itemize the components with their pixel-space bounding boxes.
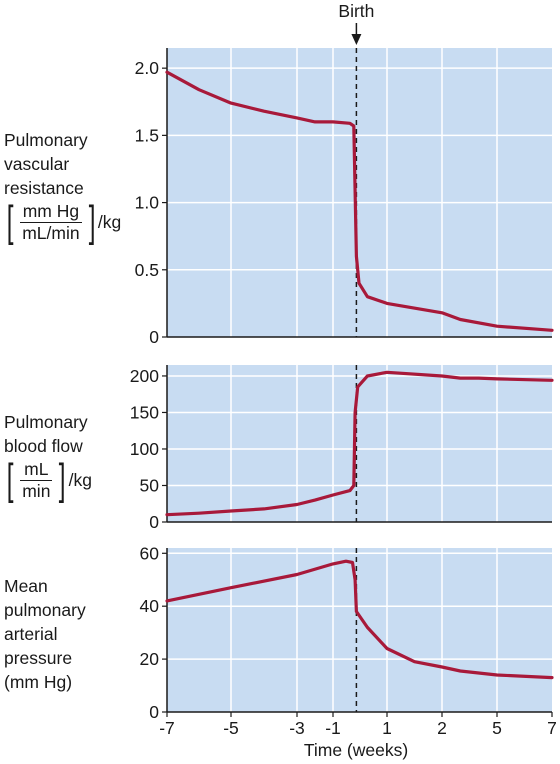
y-tick-label: 60 <box>140 543 160 563</box>
panel2-ylabel: Pulmonary blood flow [ mL min ] /kg <box>4 410 92 502</box>
left-bracket-icon: [ <box>6 197 14 246</box>
y-tick-label: 0 <box>149 512 159 532</box>
panel3-ylabel-line2: pulmonary <box>4 600 86 620</box>
y-tick-label: 100 <box>130 439 159 459</box>
panel1-unit-denominator: mL/min <box>22 222 80 243</box>
right-bracket-icon: ] <box>88 197 96 246</box>
panel2-ylabel-line2: blood flow <box>4 436 83 456</box>
panel1-unit-numerator: mm Hg <box>20 201 82 223</box>
panel1-ylabel-unit: [ mm Hg mL/min ] /kg <box>4 200 121 244</box>
panel1-ylabel: Pulmonary vascular resistance [ mm Hg mL… <box>4 128 121 244</box>
birth-marker: Birth <box>338 1 374 45</box>
y-tick-label: 50 <box>140 475 160 495</box>
panel3-ylabel: Mean pulmonary arterial pressure (mm Hg) <box>4 574 86 694</box>
panel1-ylabel-line1: Pulmonary <box>4 130 88 150</box>
x-tick-label: 1 <box>382 718 392 738</box>
panel-3: 0 20 40 60 <box>140 543 554 722</box>
y-tick-label: 0 <box>149 702 159 722</box>
y-tick-label: 0.5 <box>135 260 159 280</box>
panel3-ylabel-line4: pressure <box>4 648 73 668</box>
x-tick-label: -1 <box>325 718 341 738</box>
y-tick-label: 0 <box>149 327 159 347</box>
panel3-ylabel-line5: (mm Hg) <box>4 672 73 692</box>
y-tick-label: 20 <box>140 649 160 669</box>
y-tick-label: 40 <box>140 596 160 616</box>
panel2-unit-suffix: /kg <box>68 470 93 490</box>
panel2-unit-denominator: min <box>22 480 51 501</box>
panel-2-background <box>167 365 552 522</box>
birth-arrow-head <box>351 34 362 45</box>
series-line <box>165 559 554 680</box>
x-tick-label: -7 <box>159 718 175 738</box>
right-bracket-icon: ] <box>59 455 66 504</box>
panel-1: 0 0.5 1.0 1.5 2.0 <box>135 48 554 347</box>
panel1-ylabel-line2: vascular <box>4 154 70 174</box>
panel3-ylabel-line3: arterial <box>4 624 58 644</box>
left-bracket-icon: [ <box>6 455 14 504</box>
panel2-ylabel-line1: Pulmonary <box>4 412 88 432</box>
y-tick-label: 150 <box>130 402 159 422</box>
birth-label: Birth <box>338 1 374 21</box>
x-tick-label: -5 <box>223 718 239 738</box>
panel2-unit-fraction: mL min <box>20 459 53 502</box>
panel3-ylabel-line1: Mean <box>4 576 48 596</box>
panel-3-background <box>167 548 552 712</box>
x-tick-label: 5 <box>492 718 502 738</box>
x-axis-ticks: -7 -5 -3 -1 1 2 5 7 <box>159 712 557 738</box>
y-tick-label: 2.0 <box>135 58 160 78</box>
x-tick-label: 7 <box>547 718 557 738</box>
panel2-ylabel-unit: [ mL min ] /kg <box>4 458 92 502</box>
panel1-unit-suffix: /kg <box>97 212 122 232</box>
y-tick-label: 1.0 <box>135 193 160 213</box>
y-tick-label: 1.5 <box>135 125 159 145</box>
series-line <box>165 370 554 517</box>
panel1-ylabel-line3: resistance <box>4 178 84 198</box>
panel-2: 0 50 100 150 200 <box>130 365 554 532</box>
panel1-unit-fraction: mm Hg mL/min <box>20 201 82 244</box>
panel2-unit-numerator: mL <box>20 459 53 481</box>
panel-1-background <box>167 48 552 337</box>
series-line <box>165 70 554 332</box>
x-axis-title: Time (weeks) <box>304 740 408 760</box>
x-tick-label: 2 <box>437 718 447 738</box>
y-tick-label: 200 <box>130 366 159 386</box>
x-tick-label: -3 <box>289 718 305 738</box>
